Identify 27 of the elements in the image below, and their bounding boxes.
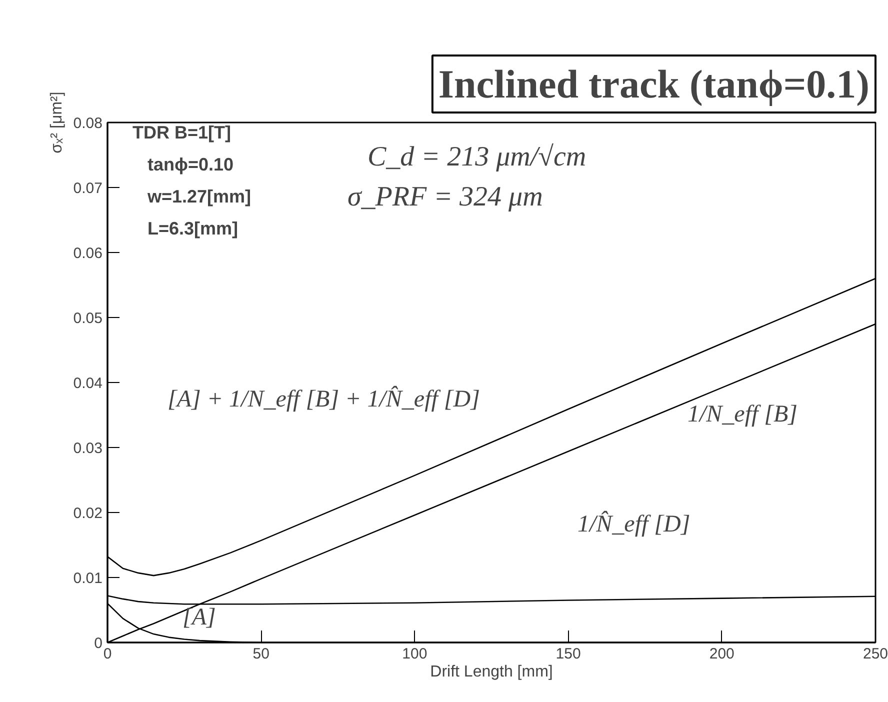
annotation: σ_PRF = 324 μm [348,182,543,212]
y-tick-label: 0 [94,635,102,652]
y-tick-label: 0.04 [73,375,103,392]
y-tick-label: 0.06 [73,245,103,262]
x-tick-label: 150 [556,646,581,662]
y-axis-title: σₓ² [μm²] [48,92,66,154]
annotation: w=1.27[mm] [146,186,252,206]
annotation: TDR B=1[T] [132,122,231,142]
x-tick-label: 250 [862,646,888,662]
annotation: tanϕ=0.10 [148,154,234,174]
chart-title: Inclined track (tanϕ=0.1) [438,62,870,106]
y-tick-label: 0.02 [73,505,103,522]
x-tick-label: 50 [252,646,270,662]
y-tick-label: 0.07 [73,180,103,197]
annotation: 1/N_eff [B] [688,402,798,428]
x-tick-label: 100 [402,646,428,662]
y-tick-label: 0.05 [73,310,103,327]
x-tick-label: 200 [709,646,734,662]
y-tick-label: 0.08 [73,115,103,132]
annotation: L=6.3[mm] [148,218,238,238]
x-axis-title: Drift Length [mm] [430,664,553,680]
annotation: C_d = 213 μm/√cm [368,142,586,172]
y-tick-label: 0.01 [73,570,103,587]
annotation: [A] [182,604,216,630]
annotation: 1/N̂_eff [D] [578,510,690,538]
annotation: [A] + 1/N_eff [B] + 1/N̂_eff [D] [168,386,480,412]
y-tick-label: 0.03 [73,440,103,457]
